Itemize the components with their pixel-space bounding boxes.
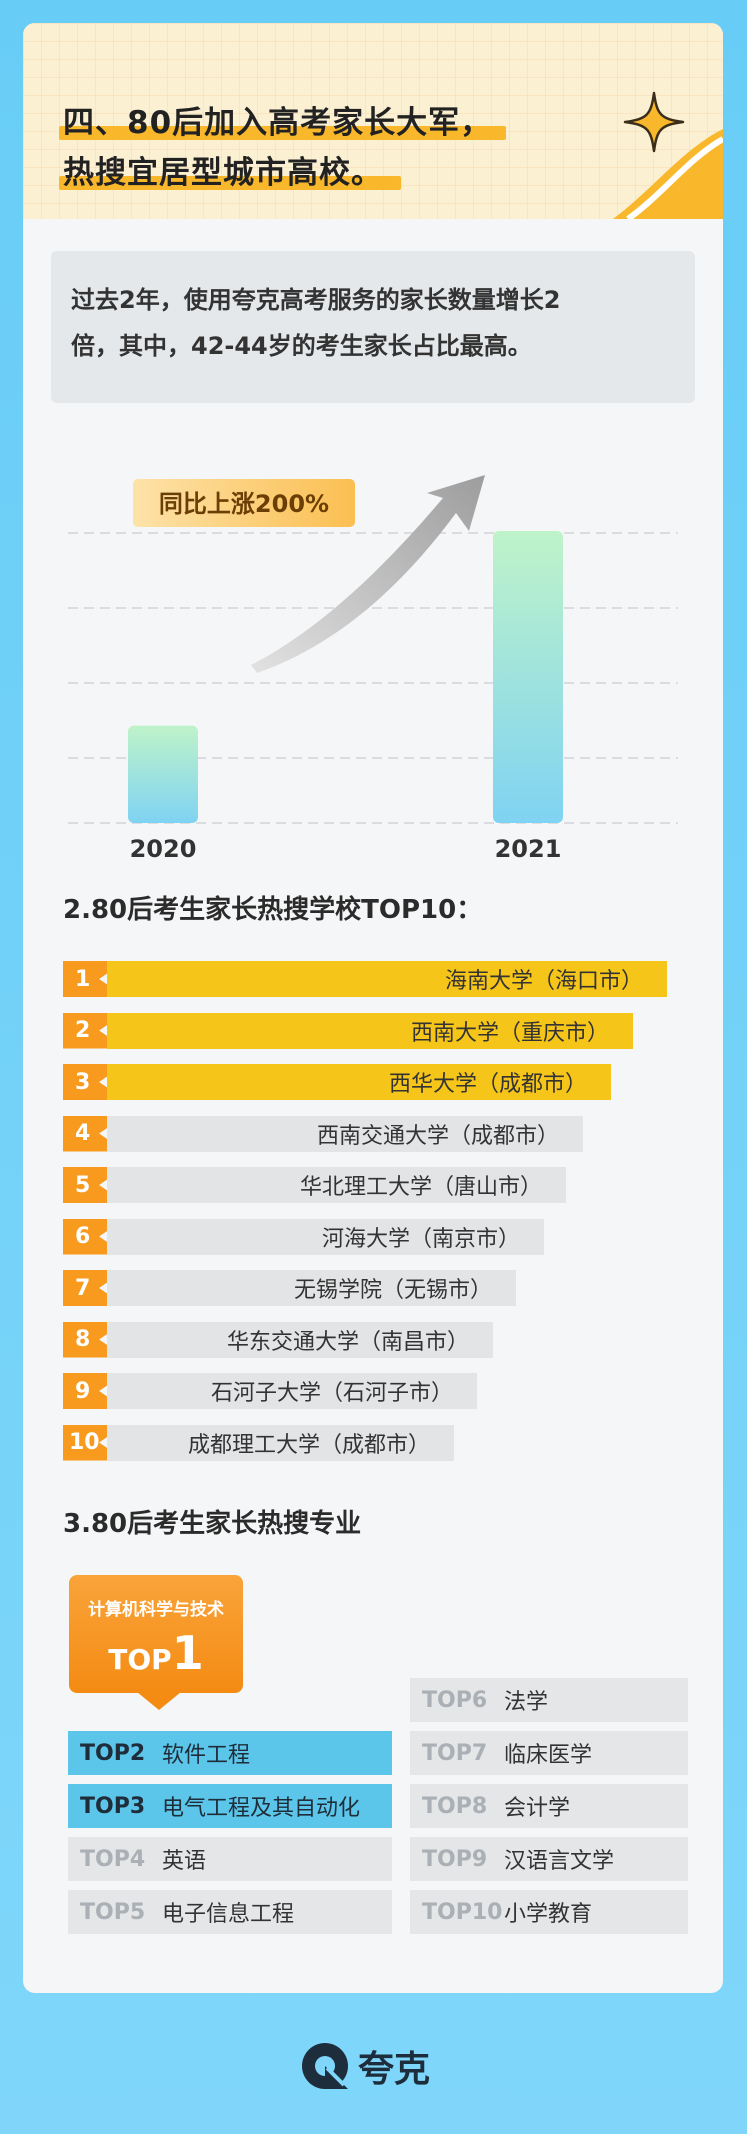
rank-number: 10: [63, 1424, 107, 1461]
major-rank-tag: TOP7: [422, 1740, 488, 1766]
major-item-top5: TOP5 电子信息工程: [68, 1890, 392, 1934]
major-item-top2: TOP2 软件工程: [68, 1731, 392, 1775]
school-name: 西南交通大学（成都市）: [107, 1115, 583, 1152]
major-rank-tag: TOP9: [422, 1846, 488, 1872]
school-name: 华东交通大学（南昌市）: [107, 1321, 493, 1358]
sparkle-icon: [623, 91, 685, 153]
annotation-text: 同比上涨200%: [159, 490, 329, 518]
rank-number: 2: [63, 1012, 107, 1049]
summary-line1: 过去2年，使用夸克高考服务的家长数量增长2: [71, 286, 561, 314]
school-name: 海南大学（海口市）: [107, 961, 667, 997]
school-name: 华北理工大学（唐山市）: [107, 1167, 566, 1203]
rank-number: 1: [63, 961, 107, 997]
major-name: 电子信息工程: [162, 1902, 295, 1927]
rank-number: 9: [63, 1373, 107, 1409]
growth-annotation: 同比上涨200%: [133, 479, 355, 527]
rank-number: 3: [63, 1064, 107, 1100]
major-item-top7: TOP7 临床医学: [410, 1731, 688, 1775]
top1-pointer: [137, 1692, 181, 1710]
quark-logo-icon: [302, 2043, 348, 2089]
bar-2020: [128, 725, 198, 823]
school-name: 河海大学（南京市）: [107, 1218, 544, 1255]
major-rank-tag: TOP2: [80, 1740, 146, 1766]
major-name: 临床医学: [504, 1743, 593, 1768]
major-item-top9: TOP9 汉语言文学: [410, 1837, 688, 1881]
top1-major-name: 计算机科学与技术: [88, 1600, 224, 1620]
major-name: 电气工程及其自动化: [162, 1796, 361, 1821]
top1-tag: TOP1: [108, 1626, 204, 1680]
major-item-top6: TOP6 法学: [410, 1678, 688, 1722]
rank-number: 4: [63, 1115, 107, 1152]
school-name: 成都理工大学（成都市）: [107, 1424, 454, 1461]
x-tick-label-2020: 2020: [130, 835, 197, 863]
major-name: 会计学: [504, 1796, 571, 1821]
bar-2021: [493, 531, 563, 823]
major-rank-tag: TOP4: [80, 1846, 146, 1872]
page-title-line2: 热搜宜居型城市高校。: [59, 147, 401, 192]
school-name: 西南大学（重庆市）: [107, 1012, 633, 1049]
major-item-top8: TOP8 会计学: [410, 1784, 688, 1828]
summary-box: 过去2年，使用夸克高考服务的家长数量增长2 倍，其中，42-44岁的考生家长占比…: [51, 251, 695, 403]
major-rank-tag: TOP10: [422, 1899, 503, 1925]
school-name: 西华大学（成都市）: [107, 1064, 611, 1100]
infographic-card: 四、80后加入高考家长大军， 热搜宜居型城市高校。 过去2年，使用夸克高考服务的…: [23, 23, 723, 1993]
x-tick-label-2021: 2021: [495, 835, 562, 863]
major-item-top3: TOP3 电气工程及其自动化: [68, 1784, 392, 1828]
decorative-curve: [613, 129, 723, 219]
major-name: 汉语言文学: [504, 1849, 615, 1874]
major-rank-tag: TOP5: [80, 1899, 146, 1925]
major-name: 小学教育: [504, 1902, 593, 1927]
rank-number: 7: [63, 1270, 107, 1306]
school-name: 无锡学院（无锡市）: [107, 1270, 516, 1306]
rank-number: 6: [63, 1218, 107, 1255]
major-rank-tag: TOP6: [422, 1687, 488, 1713]
major-name: 英语: [162, 1849, 207, 1874]
major-rank-tag: TOP3: [80, 1793, 146, 1819]
growth-arrow: [251, 475, 485, 673]
major-item-top10: TOP10 小学教育: [410, 1890, 688, 1934]
rank-number: 5: [63, 1167, 107, 1203]
header-banner: 四、80后加入高考家长大军， 热搜宜居型城市高校。: [23, 23, 723, 219]
major-name: 法学: [504, 1690, 549, 1715]
brand-name: 夸克: [358, 2049, 431, 2090]
summary-line2: 倍，其中，42-44岁的考生家长占比最高。: [71, 332, 532, 360]
growth-bar-chart: 同比上涨200% 2020 2021: [68, 475, 678, 863]
school-name: 石河子大学（石河子市）: [107, 1373, 477, 1409]
page-title-line1: 四、80后加入高考家长大军，: [59, 97, 507, 142]
brand-logo: 夸克: [300, 2038, 450, 2094]
top1-major-badge: 计算机科学与技术 TOP1: [69, 1575, 243, 1710]
major-item-top4: TOP4 英语: [68, 1837, 392, 1881]
rank-number: 8: [63, 1321, 107, 1358]
school-ranking-title: 2.80后考生家长热搜学校TOP10：: [63, 895, 483, 925]
major-rank-tag: TOP8: [422, 1793, 488, 1819]
major-name: 软件工程: [162, 1743, 251, 1768]
major-ranking-title: 3.80后考生家长热搜专业: [63, 1509, 362, 1539]
